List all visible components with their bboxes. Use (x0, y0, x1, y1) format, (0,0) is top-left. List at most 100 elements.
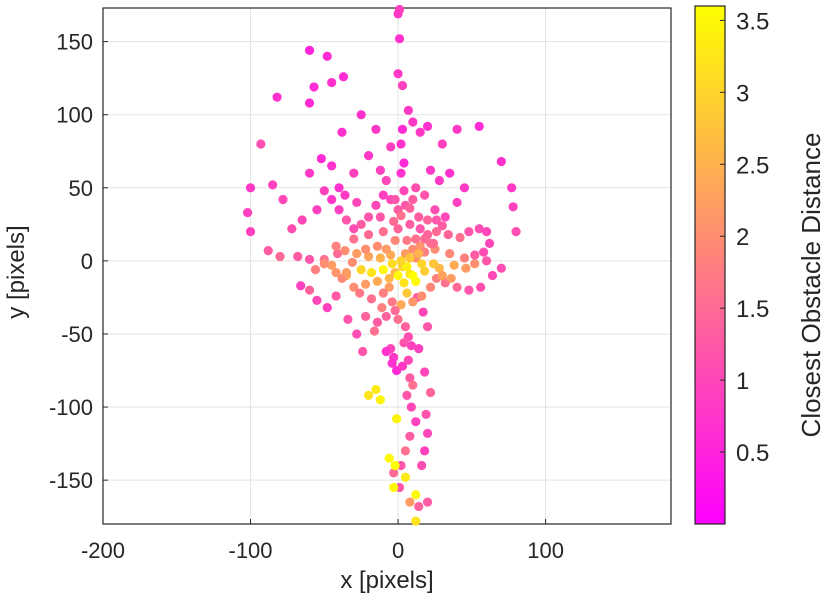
y-tick-label: -50 (61, 322, 93, 347)
data-point (481, 256, 492, 266)
data-point (402, 390, 412, 400)
x-tick-label: -100 (229, 538, 273, 563)
data-point (479, 247, 489, 257)
data-point (420, 367, 430, 377)
data-point (422, 215, 433, 225)
data-point (272, 92, 282, 102)
data-point (402, 288, 412, 298)
colorbar-tick-label: 3 (736, 80, 749, 107)
data-point (242, 208, 253, 218)
data-point (361, 244, 371, 254)
data-point (390, 235, 400, 246)
data-point (452, 124, 462, 134)
data-point (422, 497, 433, 507)
data-point (363, 151, 374, 161)
data-point (428, 238, 439, 248)
data-point (377, 303, 387, 313)
data-point (358, 346, 368, 357)
data-point (304, 254, 315, 265)
data-point (387, 259, 397, 269)
data-point (399, 186, 409, 196)
data-point (443, 229, 453, 240)
data-point (414, 501, 424, 512)
data-point (408, 117, 418, 127)
data-point (343, 314, 353, 324)
colorbar-tick-label: 3.5 (736, 8, 769, 35)
data-point (511, 227, 521, 237)
data-point (366, 294, 377, 304)
data-point (405, 431, 415, 441)
data-point (387, 358, 397, 368)
data-point (484, 238, 495, 248)
data-point (400, 446, 411, 456)
data-point (445, 168, 455, 178)
data-point (446, 273, 456, 284)
y-tick-label: 100 (56, 103, 93, 128)
data-point (355, 288, 365, 298)
data-point (340, 246, 350, 256)
data-point (386, 142, 396, 152)
data-point (381, 244, 391, 254)
data-point (293, 251, 303, 262)
data-point (415, 127, 425, 137)
data-point (390, 194, 400, 205)
data-point (415, 224, 425, 234)
y-tick-label: 150 (56, 30, 93, 55)
data-point (459, 183, 470, 193)
data-point (461, 263, 471, 273)
data-point (399, 158, 409, 168)
data-point (352, 248, 362, 259)
axis-ticks: -200 -100 0 100 -150 -100 -50 0 50 100 150 (49, 30, 564, 563)
data-point (431, 215, 442, 225)
data-point (327, 161, 337, 171)
data-point (434, 175, 444, 186)
data-point (352, 329, 362, 339)
data-point (390, 460, 400, 471)
data-point (363, 212, 374, 222)
data-point (437, 221, 447, 231)
data-point (245, 183, 256, 193)
data-point (452, 282, 462, 292)
colorbar-tick-label: 1 (736, 368, 749, 395)
data-point (338, 72, 349, 82)
data-point (390, 305, 400, 316)
colorbar-tick-label: 1.5 (736, 296, 769, 323)
data-point (399, 278, 409, 288)
data-point (297, 215, 307, 225)
data-point (378, 227, 388, 237)
data-point (278, 194, 288, 205)
data-point (406, 341, 416, 351)
data-point (334, 183, 344, 193)
data-point (422, 428, 433, 438)
data-point (349, 224, 359, 234)
colorbar-tick-label: 2.5 (736, 152, 769, 179)
data-point (340, 190, 350, 200)
data-point (496, 263, 506, 273)
data-point (387, 297, 397, 307)
x-tick-label: -200 (81, 538, 125, 563)
data-point (361, 311, 371, 322)
data-point (327, 194, 337, 205)
data-point (396, 210, 406, 221)
data-point (245, 227, 256, 237)
data-point (381, 346, 391, 357)
data-point (327, 77, 337, 88)
data-point (268, 180, 278, 190)
data-point (378, 288, 388, 298)
data-point (352, 197, 362, 208)
x-tick-label: 0 (392, 538, 404, 563)
y-tick-label: -150 (49, 468, 93, 493)
data-point (378, 265, 388, 275)
data-point (310, 265, 321, 275)
data-point (430, 205, 440, 215)
data-point (389, 216, 399, 227)
data-point (322, 51, 332, 61)
x-axis-label: x [pixels] (340, 567, 433, 594)
data-point (455, 232, 465, 243)
data-point (361, 279, 371, 289)
colorbar (694, 5, 726, 525)
data-point (397, 124, 408, 134)
data-point (411, 516, 421, 526)
colorbar-tick-label: 0.5 (736, 440, 769, 467)
data-point (437, 139, 447, 149)
